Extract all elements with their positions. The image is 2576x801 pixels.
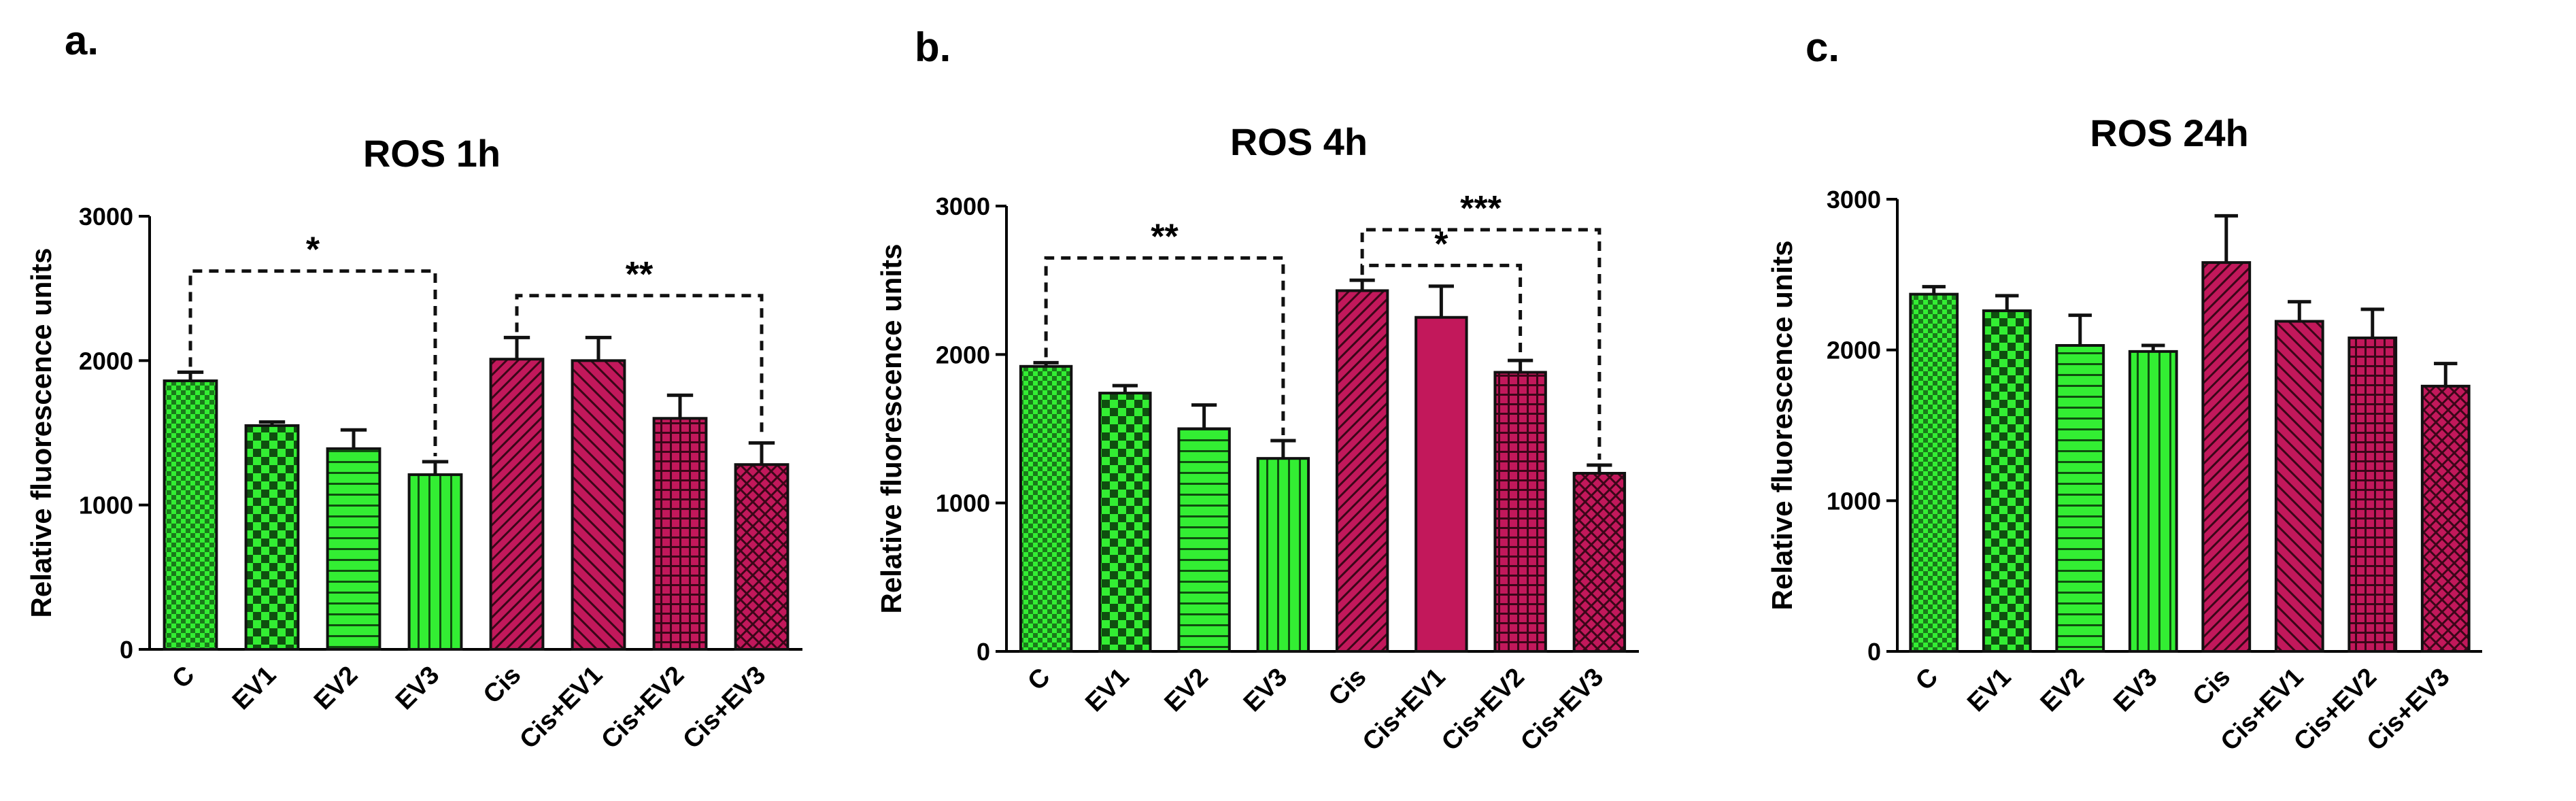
- x-tick-label: Cis+EV1: [514, 661, 608, 755]
- bar-cis-ev2: [1493, 371, 1547, 653]
- x-tick-label: EV1: [1962, 663, 2016, 717]
- y-tick-label: 0: [120, 636, 133, 664]
- y-tick-label: 0: [977, 638, 990, 666]
- y-tick-label: 2000: [79, 347, 133, 375]
- significance-label: ***: [1460, 189, 1502, 228]
- y-tick-label: 2000: [936, 341, 990, 369]
- y-tick-label: 3000: [79, 203, 133, 231]
- y-tick-label: 1000: [79, 492, 133, 519]
- x-tick-label: Cis+EV2: [596, 661, 690, 755]
- bar-ev3: [407, 473, 463, 651]
- bar-cis: [489, 358, 545, 651]
- x-tick-label: Cis+EV1: [1357, 663, 1451, 757]
- x-tick-label: Cis+EV3: [677, 661, 771, 755]
- significance-bracket: [515, 294, 764, 438]
- panel-letter: b.: [915, 24, 951, 70]
- bar-cis: [1335, 289, 1389, 653]
- x-tick-label: EV1: [227, 661, 282, 715]
- bar-cis-ev3: [734, 463, 790, 651]
- bar-ev2: [2055, 344, 2105, 653]
- y-tick-label: 1000: [936, 490, 990, 517]
- significance-bracket: [188, 269, 437, 456]
- bar-ev1: [1982, 309, 2032, 653]
- bar-c: [1909, 292, 1959, 653]
- bar-cis-ev3: [1572, 472, 1627, 653]
- x-tick-label: EV3: [2108, 663, 2163, 717]
- bar-cis: [2201, 261, 2252, 653]
- chart-panel-1: a. ROS 1h Relative fluorescence units 0 1000…: [25, 18, 802, 755]
- x-tick-label: C: [1910, 663, 1944, 696]
- x-tick-label: Cis: [1323, 663, 1372, 712]
- significance-label: **: [626, 255, 654, 294]
- significance-bracket: [1044, 256, 1285, 435]
- bar-ev3: [1256, 457, 1310, 653]
- x-tick-label: EV2: [2035, 663, 2090, 717]
- y-tick-label: 1000: [1827, 487, 1881, 515]
- y-tick-label: 2000: [1827, 337, 1881, 364]
- x-tick-label: EV2: [309, 661, 363, 715]
- bar-ev1: [1098, 392, 1152, 653]
- significance-label: *: [1434, 224, 1448, 264]
- bar-ev2: [326, 447, 382, 651]
- bar-cis-ev2: [2348, 336, 2398, 653]
- bar-ev1: [244, 424, 300, 651]
- bar-cis-ev3: [2420, 384, 2471, 653]
- chart-title: ROS 4h: [1230, 120, 1368, 163]
- y-axis-label: Relative fluorescence units: [1766, 241, 1798, 611]
- y-tick-label: 0: [1867, 638, 1881, 666]
- significance-label: *: [306, 231, 320, 270]
- x-tick-label: Cis+EV2: [1436, 663, 1530, 757]
- x-tick-label: C: [167, 661, 200, 694]
- chart-title: ROS 24h: [2090, 112, 2248, 154]
- chart-panel-2: b. ROS 4h Relative fluorescence units 0 1000…: [875, 24, 1639, 757]
- x-tick-label: EV3: [390, 661, 445, 715]
- panel-letter: c.: [1806, 24, 1840, 70]
- bar-cis-ev1: [1414, 316, 1468, 653]
- bar-ev3: [2128, 350, 2178, 653]
- y-tick-label: 3000: [1827, 186, 1881, 214]
- x-tick-label: Cis: [2188, 663, 2237, 712]
- x-tick-label: EV3: [1238, 663, 1293, 717]
- chart-title: ROS 1h: [363, 132, 501, 175]
- x-tick-label: Cis: [478, 661, 527, 710]
- significance-bracket: [1360, 228, 1601, 460]
- x-tick-label: EV1: [1080, 663, 1134, 717]
- significance-label: **: [1151, 217, 1179, 256]
- bar-cis-ev1: [2274, 320, 2324, 653]
- panel-letter: a.: [65, 18, 99, 63]
- y-axis-label: Relative fluorescence units: [875, 244, 907, 614]
- bar-c: [163, 379, 218, 651]
- bar-cis-ev1: [571, 359, 626, 651]
- x-tick-label: C: [1022, 663, 1055, 696]
- x-tick-label: EV2: [1159, 663, 1214, 717]
- bar-ev2: [1177, 427, 1231, 653]
- y-tick-label: 3000: [936, 192, 990, 220]
- bar-c: [1019, 364, 1073, 653]
- bar-cis-ev2: [652, 417, 708, 651]
- x-tick-label: Cis+EV3: [1515, 663, 1609, 757]
- chart-panel-3: c. ROS 24h Relative fluorescence units 0 100…: [1766, 24, 2482, 757]
- y-axis-label: Relative fluorescence units: [25, 248, 57, 618]
